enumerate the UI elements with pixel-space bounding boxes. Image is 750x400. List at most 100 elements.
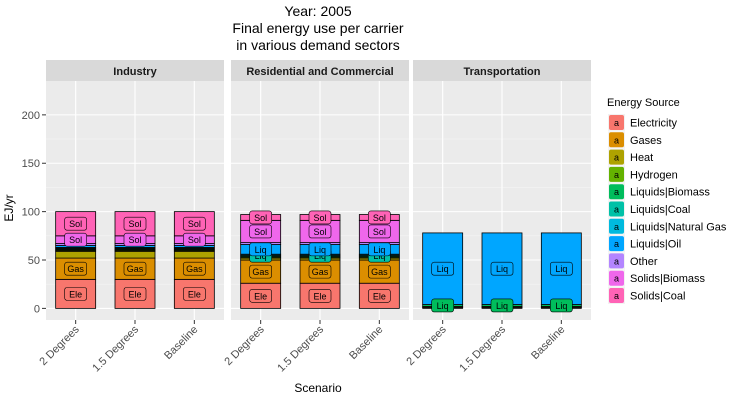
segment-label: Liq xyxy=(496,301,508,311)
facet-strip-title: Transportation xyxy=(463,66,540,78)
segment-label-box xyxy=(123,287,147,301)
x-axis-label: Scenario xyxy=(294,381,342,395)
legend-key-glyph: a xyxy=(614,205,619,215)
segment-label: Sol xyxy=(313,213,326,223)
segment-label: Liq xyxy=(314,245,326,255)
x-tick-label: 2 Degrees xyxy=(404,323,449,368)
legend-item-label: Liquids|Biomass xyxy=(630,187,710,199)
segment-label: Ele xyxy=(254,291,267,301)
legend-item: a Hydrogen xyxy=(608,165,678,183)
segment-label-box xyxy=(431,298,454,313)
segment-label-box xyxy=(64,287,87,301)
segment-label-box xyxy=(368,210,391,225)
segment-label-box xyxy=(123,261,147,276)
legend-item-label: Gases xyxy=(630,135,662,147)
facet-strip-title: Residential and Commercial xyxy=(246,66,393,78)
segment-label-box xyxy=(123,216,147,231)
facet-strip xyxy=(413,60,591,81)
facet-panel-0: Industry Ele Gas Sol Sol 2 Degrees Ele Gas Sol So… xyxy=(37,60,224,375)
segment-label: Sol xyxy=(69,219,82,229)
segment-label: Sol xyxy=(128,219,141,229)
segment-label-box xyxy=(249,264,272,279)
segment-label: Ele xyxy=(128,289,141,299)
legend-item: a Other xyxy=(608,252,658,270)
segment-label-box xyxy=(64,261,87,276)
legend-key xyxy=(609,236,624,252)
segment-label-box xyxy=(368,242,391,257)
segment-label: Sol xyxy=(254,227,267,237)
facet-strip xyxy=(46,60,224,81)
legend-item: a Electricity xyxy=(608,114,678,131)
legend-item: a Gases xyxy=(608,131,662,149)
legend-item: a Liquids|Biomass xyxy=(608,183,710,201)
y-axis: 0 50 100 150 200 xyxy=(22,110,46,315)
title-line-3: in various demand sectors xyxy=(236,37,399,53)
segment-label-box xyxy=(249,210,272,225)
legend-key-glyph: a xyxy=(614,256,619,266)
segment-label: Gas xyxy=(127,264,144,274)
legend-item-label: Hydrogen xyxy=(630,169,678,181)
legend-key xyxy=(609,184,624,200)
legend-key-glyph: a xyxy=(614,291,619,301)
legend-key xyxy=(609,270,624,286)
legend-key-glyph: a xyxy=(614,135,619,145)
segment-label-box xyxy=(308,224,332,239)
segment-label-box xyxy=(183,287,206,301)
legend-item: a Solids|Coal xyxy=(608,287,685,304)
segment-label: Gas xyxy=(312,267,329,277)
legend-item: a Solids|Biomass xyxy=(608,269,705,287)
segment-label-box xyxy=(308,210,332,225)
facet-strip-title: Industry xyxy=(113,66,157,78)
legend-item: a Heat xyxy=(608,148,653,166)
segment-label-box xyxy=(308,242,332,257)
bar-segment-heat xyxy=(173,250,215,259)
legend-key xyxy=(609,166,624,182)
legend-item-label: Electricity xyxy=(630,118,678,130)
x-tick-label: 2 Degrees xyxy=(37,323,82,368)
segment-label: Sol xyxy=(254,213,267,223)
segment-label: Sol xyxy=(373,227,386,237)
y-tick-label: 150 xyxy=(22,158,40,170)
segment-label: Liq xyxy=(496,264,508,274)
bar-segment-heat xyxy=(114,250,156,259)
segment-label: Gas xyxy=(371,267,388,277)
segment-label: Liq xyxy=(555,264,567,274)
legend-item-label: Solids|Biomass xyxy=(630,273,705,285)
segment-label: Sol xyxy=(69,235,82,245)
legend-item-label: Solids|Coal xyxy=(630,291,685,303)
legend-key xyxy=(609,201,624,217)
y-tick-label: 0 xyxy=(34,303,40,315)
segment-label-box xyxy=(490,298,514,313)
facet-panels: Industry Ele Gas Sol Sol 2 Degrees Ele Gas Sol So… xyxy=(37,60,591,375)
legend-item-label: Liquids|Natural Gas xyxy=(630,221,727,233)
segment-label: Liq xyxy=(437,301,449,311)
legend-key xyxy=(609,218,624,234)
y-axis-label: EJ/yr xyxy=(2,194,16,221)
legend-key xyxy=(609,115,624,130)
segment-label-box xyxy=(490,261,514,276)
segment-label-box xyxy=(368,224,391,239)
legend-item-label: Other xyxy=(630,256,658,268)
segment-label-box xyxy=(308,289,332,303)
segment-label: Gas xyxy=(186,264,203,274)
legend-title: Energy Source xyxy=(607,97,680,109)
segment-label: Sol xyxy=(188,235,201,245)
legend-key-glyph: a xyxy=(614,239,619,249)
legend-item-label: Liquids|Coal xyxy=(630,204,690,216)
x-tick-label: 1.5 Degrees xyxy=(275,323,326,374)
x-tick-label: 1.5 Degrees xyxy=(90,323,141,374)
legend-key xyxy=(609,132,624,148)
segment-label: Liq xyxy=(255,245,267,255)
legend-item-label: Liquids|Oil xyxy=(630,239,681,251)
legend: Energy Source a Electricity a Gases a Heat a Hy… xyxy=(607,97,727,304)
segment-label-box xyxy=(64,216,87,231)
segment-label-box xyxy=(550,298,573,313)
segment-label: Liq xyxy=(437,264,449,274)
segment-label: Sol xyxy=(373,213,386,223)
facet-panel-1: Residential and Commercial Ele Gas Liq Liq So… xyxy=(222,60,409,375)
legend-key-glyph: a xyxy=(614,170,619,180)
legend-key-glyph: a xyxy=(614,118,619,128)
segment-label-box xyxy=(123,232,147,247)
segment-label-box xyxy=(550,261,573,276)
